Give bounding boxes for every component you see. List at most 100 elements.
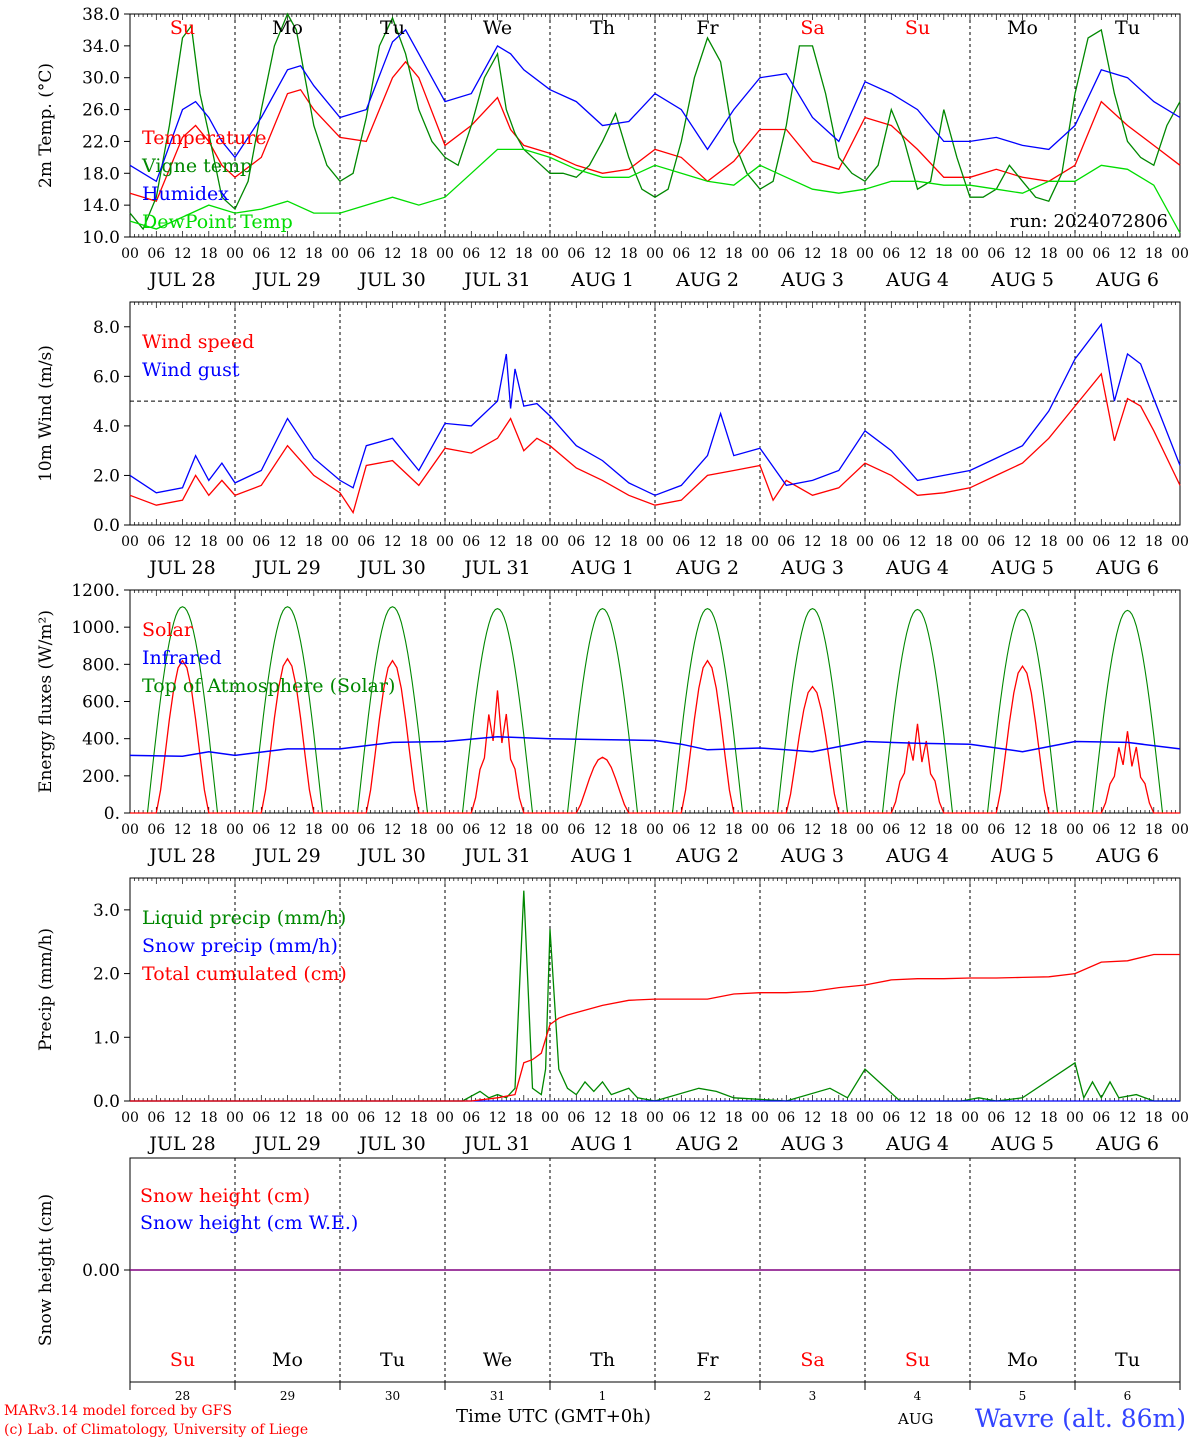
legend-entry: Snow height (cm W.E.) [140,1212,358,1234]
hour-label: 12 [804,822,822,838]
hour-label: 00 [436,1110,454,1126]
hour-label: 00 [646,246,664,262]
hour-label: 18 [1145,246,1163,262]
hour-label: 12 [384,246,402,262]
date-label: AUG 6 [1095,845,1159,867]
hour-label: 00 [646,822,664,838]
hour-label: 18 [620,246,638,262]
hour-label: 06 [567,246,585,262]
hour-label: 00 [541,822,559,838]
hour-ticks [129,302,1181,525]
plot-frame [129,589,1181,814]
y-tick-label: 600. [82,693,120,713]
hour-label: 18 [620,822,638,838]
hour-label: 00 [331,246,349,262]
date-label: AUG 5 [990,1133,1054,1155]
day-name: Th [590,1349,615,1371]
hour-label: 18 [200,246,218,262]
plot-frame [129,13,1181,238]
hour-label: 18 [830,534,848,550]
day-name: Tu [1115,1349,1140,1371]
y-tick-label: 18.0 [82,164,120,184]
y-tick-label: 26.0 [82,101,120,121]
date-label: AUG 1 [570,1133,634,1155]
hour-label: 18 [1145,534,1163,550]
hour-label: 12 [699,534,717,550]
hour-label: 18 [410,246,428,262]
hour-label: 00 [1171,534,1189,550]
hour-label: 06 [252,534,270,550]
day-name: We [483,17,512,39]
date-label: JUL 31 [462,557,530,579]
hour-label: 18 [410,1110,428,1126]
legend-entry: Top of Atmosphere (Solar) [142,675,395,697]
hour-ticks [129,878,1181,1101]
date-label: JUL 31 [462,845,530,867]
hour-label: 12 [699,822,717,838]
time-axis-label: Time UTC (GMT+0h) [456,1406,651,1427]
hour-label: 00 [1066,822,1084,838]
day-name: Tu [380,17,405,39]
hour-label: 00 [226,534,244,550]
hour-label: 00 [646,1110,664,1126]
series-wind-gust [129,322,1181,497]
date-label: AUG 4 [885,557,949,579]
hour-label: 06 [567,822,585,838]
hour-label: 06 [147,1110,165,1126]
date-label: JUL 29 [252,1133,320,1155]
hour-label: 12 [909,822,927,838]
hour-label: 00 [856,1110,874,1126]
y-axis-label: Energy fluxes (W/m²) [36,610,56,793]
hour-label: 12 [174,246,192,262]
date-label: JUL 28 [147,845,215,867]
hour-label: 00 [646,534,664,550]
date-label: AUG 6 [1095,269,1159,291]
hour-label: 12 [1014,1110,1032,1126]
series-liquid-precip-mm-h- [130,890,1180,1102]
hour-label: 12 [804,534,822,550]
hour-label: 12 [1014,822,1032,838]
day-name: Su [905,1349,930,1371]
hour-label: 12 [1014,534,1032,550]
hour-label: 06 [777,822,795,838]
hour-label: 18 [515,1110,533,1126]
hour-label: 18 [620,1110,638,1126]
day-number: 28 [175,1389,190,1403]
model-credit: MARv3.14 model forced by GFS (c) Lab. of… [4,1402,308,1440]
hour-label: 12 [279,246,297,262]
day-number: 2 [704,1389,712,1403]
hour-label: 18 [830,822,848,838]
date-label: AUG 6 [1095,557,1159,579]
hour-label: 12 [489,1110,507,1126]
date-label: JUL 29 [252,269,320,291]
hour-label: 12 [174,1110,192,1126]
hour-label: 00 [1066,1110,1084,1126]
legend-entry: DewPoint Temp [142,211,293,233]
hour-label: 00 [1171,1110,1189,1126]
legend-entry: Temperature [142,127,266,149]
y-tick-label: 1200. [71,581,120,601]
date-label: AUG 2 [675,845,739,867]
hour-label: 18 [725,822,743,838]
hour-label: 18 [1145,1110,1163,1126]
hour-label: 00 [436,534,454,550]
y-tick-label: 0.0 [93,516,120,536]
hour-label: 06 [1092,1110,1110,1126]
hour-label: 06 [147,534,165,550]
y-tick-label: 22.0 [82,132,120,152]
day-name: Su [170,1349,195,1371]
hour-label: 18 [515,246,533,262]
hour-label: 18 [1145,822,1163,838]
y-tick-label: 1000. [71,618,120,638]
y-tick-label: 200. [82,767,120,787]
day-number: 1 [599,1389,607,1403]
day-name: Su [905,17,930,39]
panel-4: 0.0 1.0 2.0 3.0 Precip (mm/h) Liquid precip (… [36,877,1189,1155]
hour-label: 18 [410,534,428,550]
y-tick-label: 2.0 [93,466,120,486]
panel-2: 0.0 2.0 4.0 6.0 8.0 10m Wind (m/s) Wind speed W… [36,301,1189,579]
panel-5: 0.00 Snow height (cm) Snow height (cm) Snow… [36,1157,1181,1403]
day-name: Tu [1115,17,1140,39]
hour-label: 12 [804,246,822,262]
day-name: Sa [800,17,824,39]
